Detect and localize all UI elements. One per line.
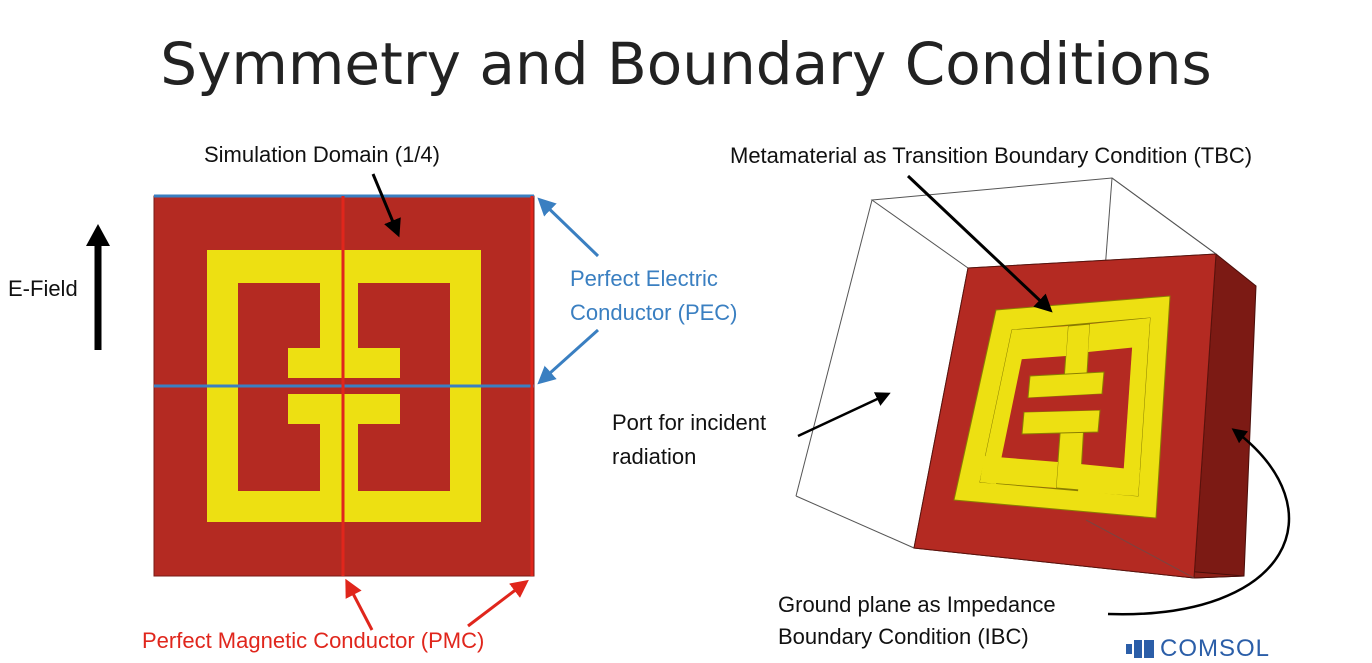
metamaterial-3d xyxy=(953,295,1171,519)
tbc-pointer-arrow xyxy=(906,174,1053,313)
simulation-domain-label: Simulation Domain (1/4) xyxy=(204,142,440,167)
metamaterial-3d-plus-top xyxy=(1027,371,1105,399)
metamaterial-3d-plus-bottom xyxy=(1021,409,1101,435)
unit-cell-3d xyxy=(795,177,1257,579)
comsol-logo-text: COMSOL xyxy=(1160,635,1271,662)
metamaterial-3d-gap xyxy=(1024,394,1102,412)
efield-arrow-head xyxy=(86,224,110,246)
ibc-label-line1: Ground plane as Impedance xyxy=(778,592,1056,617)
page-title: Symmetry and Boundary Conditions xyxy=(160,30,1212,98)
port-label-line1: Port for incident xyxy=(612,410,767,435)
airbox-edge-3 xyxy=(795,495,915,549)
airbox-edge-1 xyxy=(795,199,873,497)
pec-label-line2: Conductor (PEC) xyxy=(570,300,738,325)
pmc-label: Perfect Magnetic Conductor (PMC) xyxy=(142,628,485,653)
port-pointer-arrow xyxy=(797,392,891,438)
airbox-front-edge-2 xyxy=(1085,519,1195,579)
tbc-label: Metamaterial as Transition Boundary Cond… xyxy=(730,143,1253,168)
domain-pointer-arrow xyxy=(371,173,401,238)
metamaterial-3d-right-c-side xyxy=(1122,318,1150,496)
efield-label: E-Field xyxy=(8,276,78,301)
ibc-pointer-arrow xyxy=(1107,428,1291,616)
pec-pointer-bottom xyxy=(537,328,600,385)
pec-pointer-top xyxy=(537,197,600,258)
airbox-front-edge xyxy=(1111,177,1217,255)
comsol-logo: COMSOL xyxy=(1126,635,1271,662)
pec-label-line1: Perfect Electric xyxy=(570,266,718,291)
pmc-pointer-right xyxy=(467,579,529,628)
comsol-logo-icon xyxy=(1126,640,1154,658)
pmc-pointer-left xyxy=(345,578,374,631)
ibc-label-line2: Boundary Condition (IBC) xyxy=(778,624,1029,649)
metamaterial-outer-ring xyxy=(207,250,481,522)
metamaterial-3d-left-c-side xyxy=(980,329,1028,484)
port-label-line2: radiation xyxy=(612,444,697,469)
